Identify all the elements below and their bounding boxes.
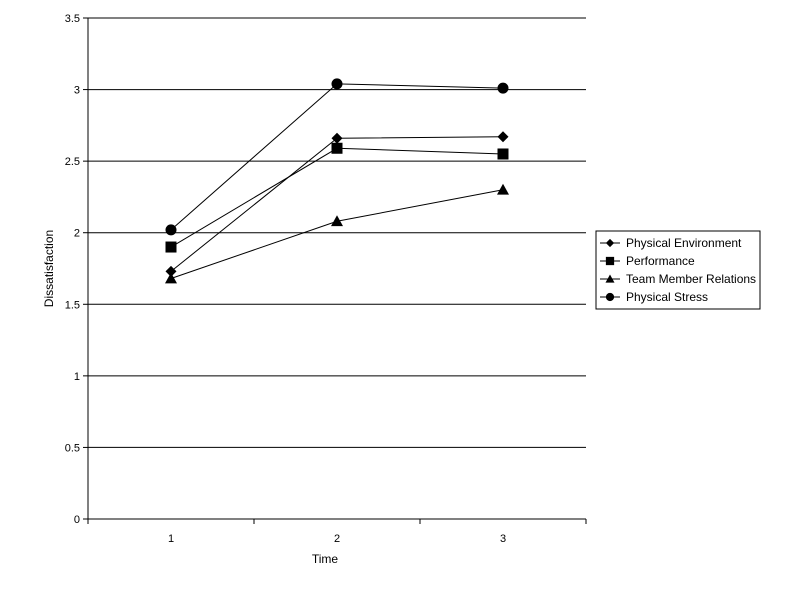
legend-label: Physical Stress [626, 290, 708, 304]
y-tick-label: 3.5 [65, 13, 80, 25]
data-point [331, 78, 343, 90]
legend-entry: Team Member Relations [600, 272, 756, 286]
y-axis-ticks: 0 0.5 1 1.5 2 2.5 3 3.5 [65, 13, 88, 526]
series-line [170, 189, 504, 279]
legend-marker [605, 292, 615, 302]
data-point [165, 272, 177, 284]
y-tick-label: 1 [74, 371, 80, 383]
data-point [165, 265, 177, 277]
y-tick-label: 2.5 [65, 156, 80, 168]
data-point [165, 241, 177, 253]
y-tick-label: 0.5 [65, 442, 80, 454]
data-point [497, 82, 509, 94]
y-tick-label: 1.5 [65, 299, 80, 311]
x-tick-label: 3 [500, 533, 506, 545]
series-diamond [165, 131, 509, 277]
x-axis-title: Time [312, 552, 339, 566]
legend-marker [605, 256, 615, 266]
legend-label: Physical Environment [626, 236, 742, 250]
legend-entry: Physical Stress [600, 290, 708, 304]
series-square [165, 142, 509, 253]
data-point [497, 183, 509, 195]
x-tick-label: 1 [168, 533, 174, 545]
legend-label: Performance [626, 254, 695, 268]
series-line [170, 147, 504, 248]
legend-marker [605, 274, 615, 283]
x-axis-ticks: 1 2 3 [87, 519, 587, 545]
series-triangle [165, 183, 509, 284]
series-layer [165, 78, 509, 284]
data-point [331, 142, 343, 154]
y-tick-label: 2 [74, 228, 80, 240]
series-line [170, 83, 504, 231]
data-point [497, 148, 509, 160]
y-tick-label: 3 [74, 85, 80, 97]
data-point [331, 215, 343, 227]
series-circle [165, 78, 509, 236]
y-axis-title: Dissatisfaction [42, 230, 56, 307]
data-point [165, 224, 177, 236]
legend-label: Team Member Relations [626, 272, 756, 286]
axes [87, 18, 586, 520]
x-tick-label: 2 [334, 533, 340, 545]
data-point [331, 132, 343, 144]
legend-box [595, 230, 761, 310]
legend-entry: Performance [600, 254, 695, 268]
y-tick-label: 0 [74, 514, 80, 526]
data-point [497, 131, 509, 143]
legend-marker [605, 238, 615, 248]
legend: Physical Environment Performance Team Memb… [595, 230, 761, 310]
legend-entry: Physical Environment [600, 236, 742, 250]
series-line [170, 136, 504, 272]
